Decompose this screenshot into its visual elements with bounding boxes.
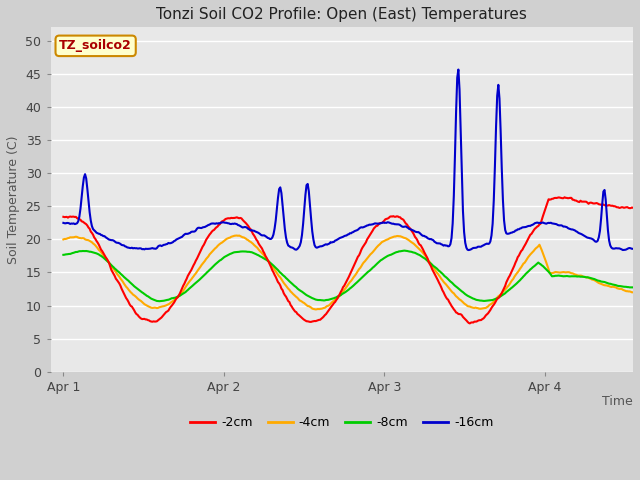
Title: Tonzi Soil CO2 Profile: Open (East) Temperatures: Tonzi Soil CO2 Profile: Open (East) Temp… <box>156 7 527 22</box>
Legend: -2cm, -4cm, -8cm, -16cm: -2cm, -4cm, -8cm, -16cm <box>185 411 499 434</box>
Text: TZ_soilco2: TZ_soilco2 <box>60 39 132 52</box>
Y-axis label: Soil Temperature (C): Soil Temperature (C) <box>7 135 20 264</box>
X-axis label: Time: Time <box>602 395 633 408</box>
